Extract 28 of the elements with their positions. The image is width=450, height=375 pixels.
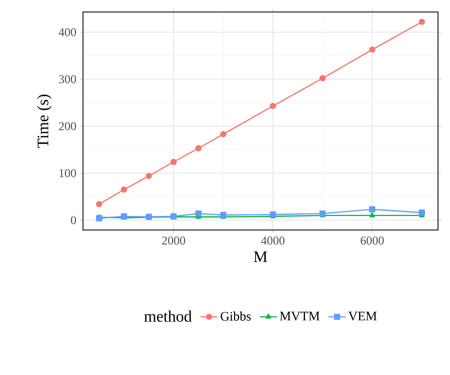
legend-title: method: [144, 310, 192, 322]
point: [319, 75, 326, 82]
x-tick-label: 2000: [162, 236, 186, 245]
y-tick-label: 300: [59, 75, 76, 84]
y-tick-label: 100: [60, 169, 76, 178]
legend-label: Gibbs: [220, 312, 251, 321]
point: [369, 212, 375, 218]
point: [418, 18, 425, 25]
y-axis-title: Time (s): [37, 94, 52, 148]
point: [170, 158, 177, 165]
point: [270, 102, 276, 110]
point: [369, 46, 376, 53]
point: [195, 210, 202, 217]
y-tick-label: 400: [58, 28, 76, 36]
point: [96, 201, 102, 208]
point: [418, 210, 425, 216]
point: [369, 206, 376, 212]
x-tick-label: 6000: [360, 236, 384, 245]
point: [220, 131, 226, 138]
y-tick-label: 200: [59, 122, 76, 130]
point: [120, 186, 128, 193]
point: [146, 172, 152, 180]
y-tick-label: 0: [70, 216, 76, 224]
x-axis-title: M: [254, 252, 268, 262]
point: [195, 145, 202, 152]
legend-label: VEM: [348, 312, 377, 321]
x-tick-label: 4000: [261, 236, 284, 245]
legend-label: MVTM: [280, 312, 320, 321]
